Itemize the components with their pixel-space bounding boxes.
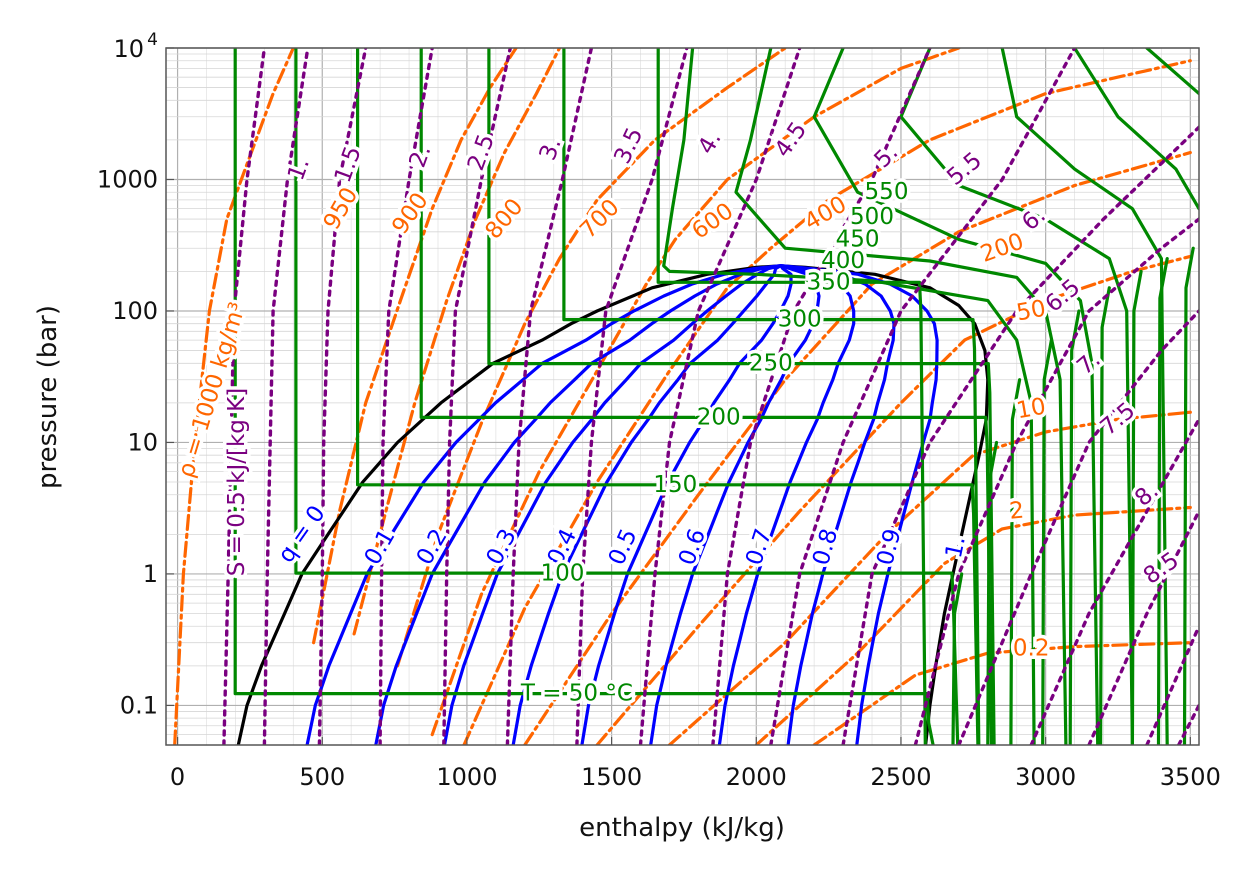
entropy-line (505, 48, 594, 745)
isotherm-label: 150 (653, 472, 697, 498)
entropy-line (769, 48, 1077, 745)
isotherm-label: 250 (749, 351, 793, 377)
x-tick-label: 1500 (581, 763, 642, 791)
x-axis-title: enthalpy (kJ/kg) (579, 813, 785, 843)
entropy-line (442, 48, 512, 745)
entropy-line (1087, 509, 1199, 745)
density-line (430, 48, 961, 737)
quality-line (374, 264, 783, 745)
isotherm (1156, 257, 1169, 745)
curves (173, 48, 1199, 745)
plot-background (166, 48, 1199, 745)
isotherm-label: 450 (836, 226, 880, 252)
isotherm-label: 350 (807, 269, 851, 295)
isotherm-label: 100 (540, 560, 584, 586)
entropy-line (638, 48, 802, 745)
density-line (352, 48, 562, 636)
quality-line (305, 264, 783, 745)
quality-line (779, 264, 939, 745)
density-line (667, 410, 1192, 745)
entropy-line (1029, 417, 1199, 745)
entropy-line (575, 48, 689, 745)
isotherm-label: 200 (697, 404, 741, 430)
quality-line (580, 264, 793, 745)
x-tick-label: 500 (299, 763, 345, 791)
y-tick-label: 100 (112, 297, 158, 325)
ticks: 0 500 1000 1500 2000 2500 3000 35000.1110100100… (97, 30, 1221, 791)
entropy-line (711, 48, 932, 745)
isotherm (1041, 338, 1053, 745)
isotherm-label: 550 (865, 179, 909, 205)
density-line (173, 48, 295, 745)
entropy-line (1177, 703, 1199, 745)
entropy-label: S = 0.5 kJ/[kg K] (224, 388, 250, 577)
quality-line (511, 264, 783, 745)
isotherm (487, 48, 996, 745)
isotherm (1145, 48, 1199, 96)
isotherm-label: 500 (850, 204, 894, 230)
density-line (312, 48, 518, 645)
density-line (395, 48, 787, 668)
isotherm (1009, 378, 1022, 745)
density-label: 0.2 (1013, 636, 1050, 662)
isotherm (356, 48, 980, 745)
y-tick-label: 1 (143, 560, 158, 588)
y-tick-label-exponent: 4 (147, 30, 158, 50)
quality-line (779, 264, 896, 745)
density-label: 2 (1008, 498, 1025, 525)
isotherm (986, 440, 999, 745)
isotherm (1073, 48, 1199, 211)
density-line (595, 254, 1192, 745)
x-tick-label: 3500 (1160, 763, 1221, 791)
y-tick-label: 10 (127, 428, 158, 456)
density-label: 50 (1015, 296, 1048, 327)
isotherm (562, 48, 981, 745)
isotherm (1000, 48, 1169, 745)
quality-line (649, 264, 821, 745)
entropy-line (222, 48, 267, 745)
entropy-line (841, 125, 1199, 745)
x-tick-label: 2000 (726, 763, 787, 791)
quality-line (442, 264, 783, 745)
isotherm (734, 48, 1068, 745)
isotherm (1182, 246, 1195, 745)
density-line (523, 151, 1192, 745)
x-tick-label: 1000 (436, 763, 497, 791)
isotherm-label: 400 (821, 248, 865, 274)
entropy-line (957, 309, 1199, 745)
y-tick-label: 1000 (97, 165, 158, 193)
plot-frame (165, 47, 1200, 746)
isotherm (812, 48, 1100, 745)
y-axis-title: pressure (bar) (33, 305, 63, 489)
x-tick-label: 0 (170, 763, 185, 791)
isotherm (951, 572, 964, 745)
entropy-line (913, 217, 1199, 745)
y-tick-label: 10 (113, 35, 144, 63)
isotherm (1130, 269, 1143, 745)
entropy-line (317, 48, 368, 745)
isotherm-label: 300 (778, 307, 822, 333)
isotherm (899, 48, 1134, 745)
entropy-line (378, 48, 434, 745)
isotherm (1068, 309, 1081, 745)
isotherm (1099, 286, 1111, 745)
grid (166, 47, 1199, 746)
y-tick-label: 0.1 (120, 691, 158, 719)
isotherm-label: T = 50 °C (520, 681, 633, 707)
density-label: 10 (1015, 394, 1048, 425)
isotherm (662, 48, 1036, 745)
x-tick-label: 2500 (870, 763, 931, 791)
x-tick-label: 3000 (1015, 763, 1076, 791)
density-line (754, 505, 1192, 745)
entropy-line (262, 48, 310, 745)
quality-line (717, 264, 856, 745)
entropy-line (1145, 624, 1199, 745)
